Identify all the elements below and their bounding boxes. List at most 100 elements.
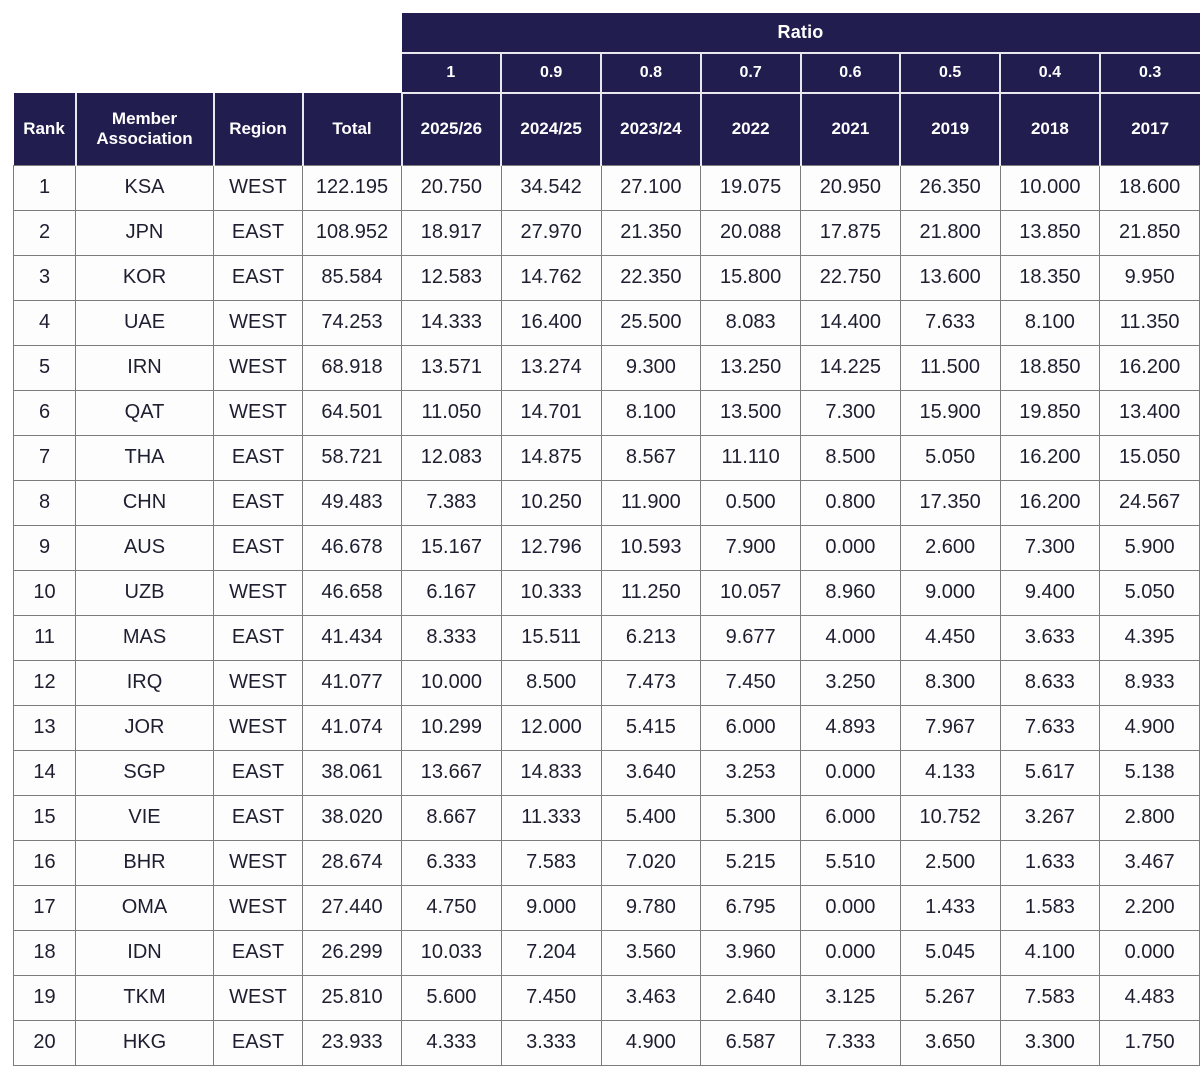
- score-cell: 1.750: [1099, 1019, 1200, 1066]
- score-cell: 13.571: [401, 344, 502, 391]
- table-header: Ratio 1 0.9 0.8 0.7 0.6 0.5 0.4 0.3 Rank Member …: [13, 13, 1200, 165]
- score-cell: 22.750: [800, 254, 901, 301]
- association-cell: IRQ: [75, 659, 214, 706]
- score-cell: 3.650: [899, 1019, 1001, 1066]
- score-cell: 17.350: [899, 479, 1001, 526]
- score-cell: 11.333: [500, 794, 602, 841]
- score-cell: 16.200: [1099, 344, 1200, 391]
- column-header: 2018: [999, 92, 1101, 165]
- score-cell: 10.593: [600, 524, 702, 571]
- region-cell: WEST: [213, 299, 303, 346]
- score-cell: 16.200: [999, 434, 1101, 481]
- table-row: 9 AUS EAST 46.678 15.167 12.796 10.593 7.900 0.0…: [13, 524, 1200, 571]
- rank-cell: 10: [13, 569, 76, 616]
- score-cell: 10.250: [500, 479, 602, 526]
- rank-cell: 7: [13, 434, 76, 481]
- score-cell: 1.633: [999, 839, 1101, 886]
- column-header: 2025/26: [400, 92, 503, 165]
- table-row: 6 QAT WEST 64.501 11.050 14.701 8.100 13.500 7.3…: [13, 389, 1200, 436]
- score-cell: 22.350: [600, 254, 702, 301]
- score-cell: 2.800: [1099, 794, 1200, 841]
- region-cell: WEST: [213, 659, 303, 706]
- score-cell: 1.583: [999, 884, 1101, 931]
- score-cell: 6.000: [800, 794, 901, 841]
- score-cell: 6.795: [700, 884, 801, 931]
- column-header: 2023/24: [600, 92, 702, 165]
- score-cell: 18.850: [999, 344, 1101, 391]
- header-blank-area: [13, 53, 402, 93]
- score-cell: 10.333: [500, 569, 602, 616]
- score-cell: 11.050: [401, 389, 502, 436]
- association-cell: JPN: [75, 209, 214, 256]
- score-cell: 0.000: [800, 884, 901, 931]
- table-row: 3 KOR EAST 85.584 12.583 14.762 22.350 15.800 22…: [13, 254, 1200, 301]
- score-cell: 11.350: [1099, 299, 1200, 346]
- total-cell: 49.483: [302, 479, 402, 526]
- rank-cell: 5: [13, 344, 76, 391]
- column-header: Region: [212, 93, 304, 165]
- score-cell: 8.667: [401, 794, 502, 841]
- score-cell: 14.225: [800, 344, 901, 391]
- score-cell: 16.400: [500, 299, 602, 346]
- score-cell: 8.100: [999, 299, 1101, 346]
- total-cell: 41.434: [302, 614, 402, 661]
- score-cell: 7.967: [899, 704, 1001, 751]
- score-cell: 4.900: [1099, 704, 1200, 751]
- score-cell: 14.333: [401, 299, 502, 346]
- total-cell: 68.918: [302, 344, 402, 391]
- score-cell: 12.796: [500, 524, 602, 571]
- score-cell: 3.300: [999, 1019, 1101, 1066]
- score-cell: 3.560: [600, 929, 702, 976]
- score-cell: 8.933: [1099, 659, 1200, 706]
- score-cell: 20.950: [800, 164, 901, 211]
- score-cell: 26.350: [899, 164, 1001, 211]
- score-cell: 15.511: [500, 614, 602, 661]
- score-cell: 12.083: [401, 434, 502, 481]
- column-header: 2021: [799, 92, 902, 165]
- total-cell: 85.584: [302, 254, 402, 301]
- score-cell: 4.483: [1099, 974, 1200, 1021]
- association-cell: IRN: [75, 344, 214, 391]
- table-row: 11 MAS EAST 41.434 8.333 15.511 6.213 9.677 4.00…: [13, 614, 1200, 661]
- score-cell: 5.617: [999, 749, 1101, 796]
- score-cell: 9.000: [899, 569, 1001, 616]
- table-row: 19 TKM WEST 25.810 5.600 7.450 3.463 2.640 3.125…: [13, 974, 1200, 1021]
- total-cell: 46.678: [302, 524, 402, 571]
- score-cell: 5.215: [700, 839, 801, 886]
- score-cell: 0.000: [800, 524, 901, 571]
- association-cell: UZB: [75, 569, 214, 616]
- rank-cell: 18: [13, 929, 76, 976]
- score-cell: 10.000: [999, 164, 1101, 211]
- table-row: 15 VIE EAST 38.020 8.667 11.333 5.400 5.300 6.00…: [13, 794, 1200, 841]
- region-cell: EAST: [213, 524, 303, 571]
- score-cell: 3.960: [700, 929, 801, 976]
- score-cell: 5.300: [700, 794, 801, 841]
- score-cell: 5.045: [899, 929, 1001, 976]
- total-cell: 38.061: [302, 749, 402, 796]
- total-cell: 26.299: [302, 929, 402, 976]
- association-cell: TKM: [75, 974, 214, 1021]
- score-cell: 4.000: [800, 614, 901, 661]
- score-cell: 5.400: [600, 794, 702, 841]
- total-cell: 28.674: [302, 839, 402, 886]
- score-cell: 7.473: [600, 659, 702, 706]
- score-cell: 13.850: [999, 209, 1101, 256]
- score-cell: 13.667: [401, 749, 502, 796]
- association-cell: AUS: [75, 524, 214, 571]
- ratio-value-header: 0.4: [999, 52, 1101, 94]
- score-cell: 9.300: [600, 344, 702, 391]
- rank-cell: 19: [13, 974, 76, 1021]
- region-cell: EAST: [213, 479, 303, 526]
- score-cell: 13.274: [500, 344, 602, 391]
- rank-cell: 16: [13, 839, 76, 886]
- score-cell: 14.400: [800, 299, 901, 346]
- table-body: 1 KSA WEST 122.195 20.750 34.542 27.100 19.075 2…: [13, 164, 1200, 1066]
- score-cell: 7.583: [999, 974, 1101, 1021]
- association-cell: UAE: [75, 299, 214, 346]
- association-cell: THA: [75, 434, 214, 481]
- score-cell: 0.000: [800, 929, 901, 976]
- score-cell: 4.133: [899, 749, 1001, 796]
- ratio-value-header: 0.6: [799, 52, 902, 94]
- region-cell: EAST: [213, 749, 303, 796]
- score-cell: 3.250: [800, 659, 901, 706]
